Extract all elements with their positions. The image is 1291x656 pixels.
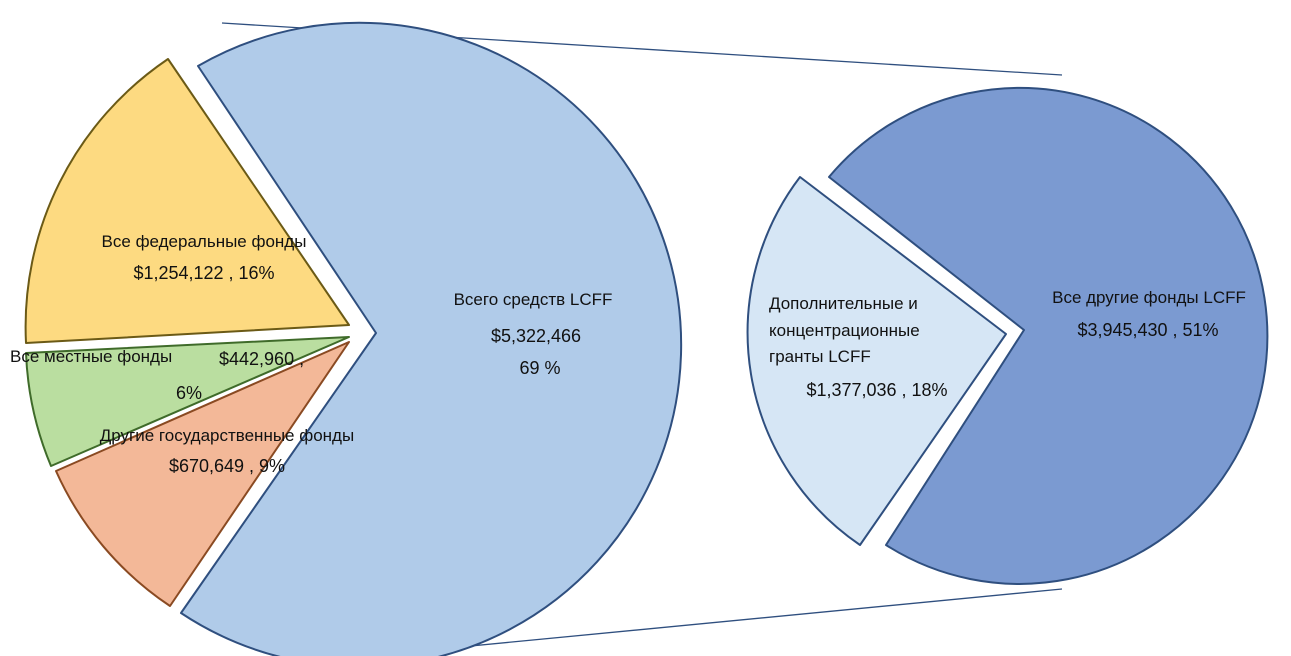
label-local-percent: 6%: [176, 383, 202, 403]
label-local-value: $442,960 ,: [219, 349, 304, 369]
slice-local: [25, 336, 350, 467]
slice-lcff-total: [180, 21, 683, 656]
label-local-name: Все местные фонды: [10, 347, 172, 366]
label-other-lcff-value: $3,945,430 , 51%: [1077, 320, 1218, 340]
label-federal-value: $1,254,122 , 16%: [133, 263, 274, 283]
label-state-value: $670,649 , 9%: [169, 456, 285, 476]
slice-grants: [746, 176, 1007, 546]
label-other-lcff-name: Все другие фонды LCFF: [1052, 288, 1246, 307]
label-grants-name-line3: гранты LCFF: [769, 347, 871, 366]
label-lcff-total-name: Всего средств LCFF: [454, 290, 613, 309]
slice-federal: [24, 58, 350, 344]
label-federal-name: Все федеральные фонды: [102, 232, 307, 251]
label-grants-name-line1: Дополнительные и: [769, 294, 918, 313]
label-state-name: Другие государственные фонды: [100, 426, 354, 445]
label-grants-value: $1,377,036 , 18%: [806, 380, 947, 400]
label-lcff-total-value: $5,322,466: [491, 326, 581, 346]
connector-line-bottom: [449, 588, 1063, 649]
label-lcff-total-percent: 69 %: [519, 358, 560, 378]
slice-state: [55, 341, 350, 607]
label-grants-name-line2: концентрационные: [769, 321, 920, 340]
slice-other-lcff: [828, 86, 1269, 585]
